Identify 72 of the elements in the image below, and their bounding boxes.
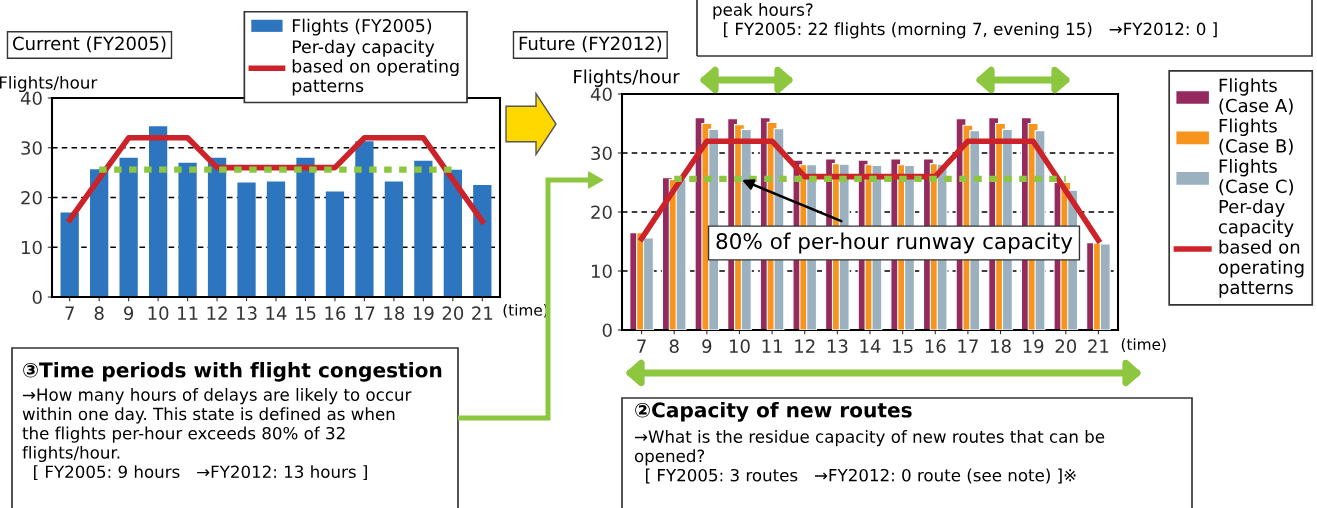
bar <box>325 191 345 297</box>
bar <box>384 181 404 297</box>
legend-label: Flights (FY2005) <box>292 18 432 36</box>
chart-title: Current (FY2005) <box>13 36 166 53</box>
x-tick-label: 15 <box>295 306 316 320</box>
y-tick-label: 30 <box>591 146 612 161</box>
x-tick-label: 13 <box>237 306 257 320</box>
legend-label: Flights (Case B) <box>1219 118 1293 155</box>
x-tick-label: 14 <box>266 306 287 320</box>
x-tick-label: 14 <box>860 339 881 353</box>
x-tick-label: 15 <box>893 339 913 353</box>
text: →How many hours of delays are likely to occur within one day. This state is defined as when the flights per-hour exceeds 80% of 32 flights/hour. [ FY2005: 9 hours →FY2012: 13 hours ] <box>22 388 412 481</box>
x-tick-label: 8 <box>94 306 104 320</box>
annotation: 80% of per-hour runway capacity <box>716 232 1073 254</box>
bar <box>178 162 197 297</box>
text: →What is the residue capacity of new routes that can be opened? [ FY2005: 3 routes →FY2012: 0 route (see note) ]※ <box>634 430 1105 484</box>
x-tick-label: 9 <box>124 306 134 320</box>
y-tick-label: 40 <box>20 91 42 106</box>
x-tick-label: 21 <box>1088 339 1109 353</box>
y-tick-label: 0 <box>602 323 612 338</box>
legend-label: Flights (Case C) <box>1219 158 1294 196</box>
x-tick-label: 11 <box>178 306 198 320</box>
x-tick-label: 7 <box>65 306 74 320</box>
x-tick-label: 17 <box>958 339 978 353</box>
x-tick-label: 7 <box>637 339 646 353</box>
x-tick-label: 8 <box>669 339 679 353</box>
x-tick-label: 9 <box>702 339 712 353</box>
x-tick-label: 10 <box>729 339 750 353</box>
bar <box>473 185 492 297</box>
chart-title: Future (FY2012) <box>519 36 662 53</box>
y-tick-label: 40 <box>590 87 612 102</box>
y-tick-label: 20 <box>21 190 42 205</box>
bar <box>414 160 433 297</box>
y-tick-label: 0 <box>32 290 42 305</box>
x-axis-title: (time) <box>1121 338 1166 352</box>
bar <box>60 212 79 297</box>
bar <box>90 169 109 297</box>
y-tick-label: 20 <box>591 205 612 220</box>
bar <box>237 182 256 297</box>
x-tick-label: 16 <box>925 339 946 353</box>
bar <box>355 141 374 297</box>
x-tick-label: 19 <box>413 306 434 320</box>
x-tick-label: 17 <box>354 306 375 320</box>
text: peak hours? [ FY2005: 22 flights (morning 7, evening 15) →FY2012: 0 ] <box>713 3 1217 39</box>
bar <box>296 157 315 297</box>
y-tick-label: 30 <box>21 141 42 155</box>
bar <box>266 181 286 297</box>
x-tick-label: 18 <box>384 306 405 320</box>
bar <box>207 157 227 297</box>
x-tick-label: 10 <box>148 306 169 320</box>
y-tick-label: 10 <box>21 240 42 255</box>
legend-label: Per-day capacity based on operating patterns <box>292 39 459 96</box>
x-tick-label: 12 <box>207 306 227 320</box>
x-tick-label: 16 <box>325 306 346 320</box>
bar <box>148 126 168 297</box>
x-tick-label: 12 <box>795 339 815 353</box>
legend-label: Flights (Case A) <box>1219 78 1293 115</box>
y-axis-title: Flights/hour <box>0 75 98 93</box>
x-tick-label: 19 <box>1023 339 1044 353</box>
legend-label: Per-day capacity based on operating patterns <box>1218 199 1304 298</box>
x-tick-label: 11 <box>762 339 782 353</box>
bar <box>119 157 138 297</box>
bar <box>443 169 462 297</box>
x-tick-label: 13 <box>827 339 848 353</box>
text: ③Time periods with flight congestion <box>23 362 442 382</box>
x-tick-label: 20 <box>442 306 464 320</box>
x-tick-label: 20 <box>1055 339 1077 353</box>
y-tick-label: 10 <box>591 264 612 279</box>
text: ②Capacity of new routes <box>635 402 912 422</box>
x-tick-label: 21 <box>472 306 493 320</box>
x-tick-label: 18 <box>991 339 1011 353</box>
y-axis-title: Flights/hour <box>574 69 680 87</box>
